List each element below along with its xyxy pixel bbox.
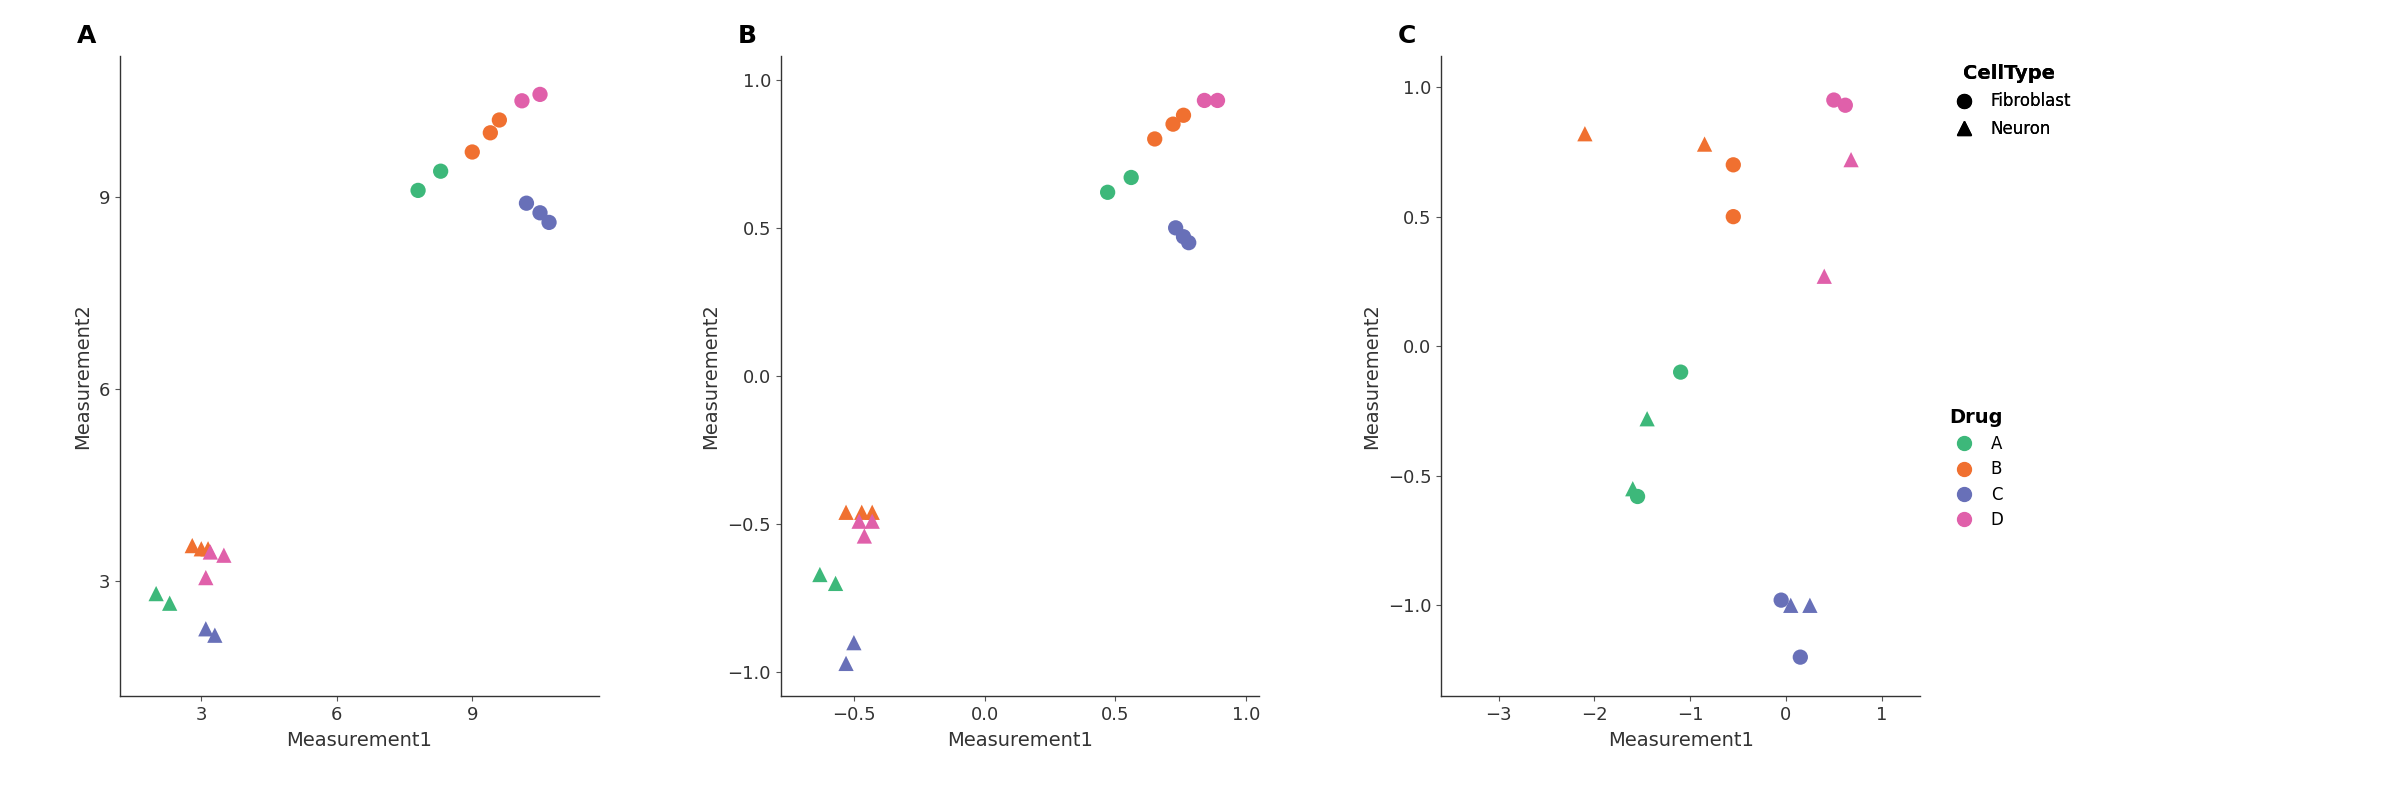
Y-axis label: Measurement2: Measurement2 — [701, 303, 720, 449]
X-axis label: Measurement1: Measurement1 — [286, 730, 432, 750]
Point — [173, 539, 211, 552]
Point — [1826, 99, 1865, 112]
Point — [422, 165, 461, 178]
Point — [1771, 599, 1810, 612]
Point — [1781, 650, 1819, 663]
Point — [1618, 490, 1656, 503]
Point — [1685, 138, 1723, 150]
Point — [137, 587, 175, 600]
Point — [530, 216, 569, 229]
Point — [454, 146, 492, 158]
Legend: A, B, C, D: A, B, C, D — [1946, 408, 2004, 530]
X-axis label: Measurement1: Measurement1 — [1608, 730, 1754, 750]
Point — [1169, 236, 1207, 249]
Point — [1198, 94, 1236, 107]
Point — [190, 542, 228, 555]
Point — [506, 197, 545, 210]
Point — [502, 94, 540, 107]
Point — [828, 657, 866, 670]
Point — [1814, 94, 1853, 106]
Point — [398, 184, 437, 197]
Point — [835, 636, 874, 649]
X-axis label: Measurement1: Measurement1 — [948, 730, 1092, 750]
Point — [187, 622, 226, 635]
Point — [480, 114, 518, 126]
Point — [192, 546, 230, 558]
Point — [1111, 171, 1150, 184]
Point — [1157, 222, 1195, 234]
Point — [802, 568, 840, 581]
Point — [1613, 482, 1651, 495]
Point — [816, 577, 854, 590]
Point — [1831, 154, 1870, 166]
Point — [1164, 109, 1202, 122]
Point — [842, 506, 881, 518]
Point — [151, 597, 190, 610]
Point — [470, 126, 509, 139]
Text: C: C — [1399, 24, 1416, 48]
Point — [521, 88, 559, 101]
Point — [197, 629, 235, 642]
Point — [182, 542, 221, 555]
Point — [1090, 186, 1128, 198]
Point — [187, 571, 226, 584]
Point — [521, 206, 559, 219]
Point — [204, 549, 242, 562]
Point — [845, 530, 883, 542]
Point — [852, 506, 890, 518]
Legend: Fibroblast, Neuron: Fibroblast, Neuron — [1946, 64, 2071, 138]
Point — [1186, 94, 1224, 107]
Point — [1154, 118, 1193, 130]
Point — [852, 514, 890, 527]
Point — [1164, 230, 1202, 243]
Point — [1762, 594, 1800, 606]
Point — [1565, 127, 1603, 140]
Y-axis label: Measurement2: Measurement2 — [1361, 303, 1380, 449]
Point — [1661, 366, 1699, 378]
Point — [840, 514, 878, 527]
Text: B: B — [737, 24, 756, 48]
Y-axis label: Measurement2: Measurement2 — [72, 303, 91, 449]
Text: A: A — [77, 24, 96, 48]
Point — [1805, 270, 1843, 282]
Point — [1714, 210, 1752, 223]
Point — [828, 506, 866, 518]
Point — [1135, 133, 1174, 146]
Point — [1714, 158, 1752, 171]
Point — [1627, 412, 1666, 425]
Point — [1790, 599, 1829, 612]
